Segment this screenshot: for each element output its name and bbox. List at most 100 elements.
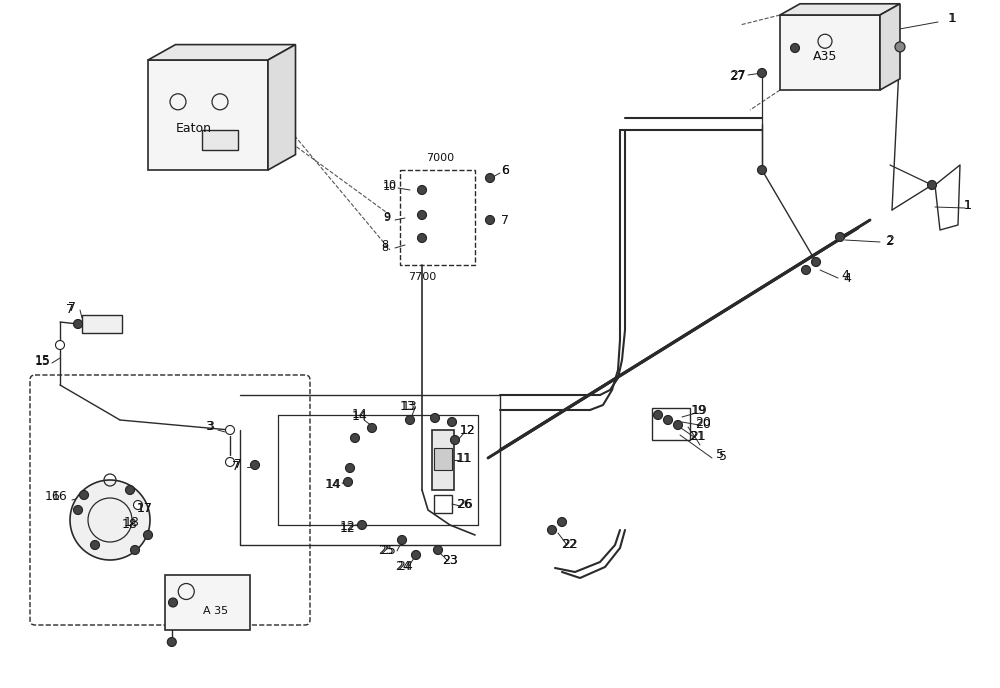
Circle shape bbox=[451, 436, 460, 444]
Circle shape bbox=[790, 43, 800, 52]
Text: 16: 16 bbox=[45, 491, 61, 504]
Text: 4: 4 bbox=[841, 268, 849, 281]
Circle shape bbox=[836, 233, 844, 241]
Text: 1: 1 bbox=[948, 12, 956, 25]
Bar bbox=[434, 495, 452, 513]
Text: 8: 8 bbox=[381, 243, 389, 253]
Text: 12: 12 bbox=[340, 522, 356, 535]
Text: 16: 16 bbox=[52, 491, 68, 504]
Text: 23: 23 bbox=[442, 554, 458, 566]
Bar bbox=[400, 170, 475, 265]
Polygon shape bbox=[268, 45, 296, 170]
Circle shape bbox=[558, 517, 566, 526]
Circle shape bbox=[226, 458, 235, 466]
Circle shape bbox=[928, 180, 936, 189]
Text: 7700: 7700 bbox=[408, 272, 436, 282]
Text: Eaton: Eaton bbox=[176, 122, 212, 135]
Text: 10: 10 bbox=[383, 182, 397, 192]
Text: 21: 21 bbox=[690, 429, 706, 442]
Circle shape bbox=[144, 530, 153, 539]
Text: 25: 25 bbox=[378, 544, 394, 557]
Text: 12: 12 bbox=[340, 521, 356, 533]
Circle shape bbox=[167, 638, 176, 647]
Text: 15: 15 bbox=[35, 354, 51, 367]
Text: 7: 7 bbox=[68, 301, 76, 314]
Text: 3: 3 bbox=[205, 420, 213, 433]
Bar bbox=[434, 448, 452, 470]
Circle shape bbox=[812, 257, 820, 266]
Text: 2: 2 bbox=[886, 233, 894, 246]
Text: 13: 13 bbox=[400, 400, 416, 413]
Bar bbox=[82, 315, 122, 333]
Circle shape bbox=[548, 526, 556, 535]
Circle shape bbox=[418, 233, 427, 242]
Text: 11: 11 bbox=[457, 451, 473, 464]
Circle shape bbox=[802, 266, 810, 275]
Text: 27: 27 bbox=[730, 69, 746, 81]
Text: 27: 27 bbox=[729, 69, 745, 83]
Text: 22: 22 bbox=[561, 539, 577, 552]
Text: 6: 6 bbox=[501, 164, 509, 177]
Circle shape bbox=[351, 433, 360, 442]
Text: 19: 19 bbox=[691, 405, 707, 418]
Text: 24: 24 bbox=[395, 559, 411, 572]
Polygon shape bbox=[780, 15, 880, 90]
Text: 7: 7 bbox=[232, 460, 240, 473]
Circle shape bbox=[251, 460, 260, 469]
Text: 7000: 7000 bbox=[426, 153, 454, 163]
Text: 14: 14 bbox=[326, 478, 342, 491]
Polygon shape bbox=[880, 4, 900, 90]
Bar bbox=[652, 408, 690, 440]
Text: 11: 11 bbox=[456, 451, 472, 464]
Polygon shape bbox=[148, 60, 268, 170]
Text: 7: 7 bbox=[501, 213, 509, 226]
Text: 26: 26 bbox=[456, 497, 472, 510]
Text: 14: 14 bbox=[325, 478, 341, 491]
Circle shape bbox=[486, 173, 495, 182]
Circle shape bbox=[674, 420, 682, 429]
Text: 9: 9 bbox=[383, 212, 391, 222]
Text: 26: 26 bbox=[457, 497, 473, 510]
Circle shape bbox=[134, 500, 143, 510]
Text: 1: 1 bbox=[949, 12, 957, 25]
Circle shape bbox=[344, 477, 353, 486]
Text: 18: 18 bbox=[122, 519, 138, 532]
Text: 17: 17 bbox=[137, 502, 153, 515]
Circle shape bbox=[131, 546, 140, 555]
Circle shape bbox=[91, 541, 100, 550]
Text: 18: 18 bbox=[124, 515, 140, 528]
Text: 8: 8 bbox=[381, 240, 389, 250]
Text: 10: 10 bbox=[383, 180, 397, 190]
Circle shape bbox=[434, 546, 443, 555]
Circle shape bbox=[74, 506, 83, 515]
Text: 5: 5 bbox=[719, 449, 727, 462]
Text: 3: 3 bbox=[206, 420, 214, 433]
Circle shape bbox=[758, 166, 767, 175]
Circle shape bbox=[74, 319, 83, 328]
Circle shape bbox=[418, 211, 427, 219]
Circle shape bbox=[448, 418, 457, 427]
Circle shape bbox=[758, 69, 767, 78]
Circle shape bbox=[406, 416, 415, 424]
Text: A35: A35 bbox=[813, 50, 837, 63]
Bar bbox=[432, 430, 454, 490]
Circle shape bbox=[70, 480, 150, 560]
Text: 14: 14 bbox=[352, 409, 368, 422]
Circle shape bbox=[431, 413, 440, 422]
Circle shape bbox=[358, 521, 367, 530]
Text: 9: 9 bbox=[383, 213, 391, 223]
Circle shape bbox=[80, 491, 89, 499]
Circle shape bbox=[169, 598, 178, 607]
Text: 25: 25 bbox=[380, 544, 396, 557]
Text: 1: 1 bbox=[964, 199, 972, 211]
Text: 14: 14 bbox=[352, 407, 368, 420]
Circle shape bbox=[412, 550, 421, 559]
Circle shape bbox=[56, 341, 65, 350]
Text: 5: 5 bbox=[716, 449, 724, 462]
Bar bbox=[165, 575, 250, 630]
Text: 7: 7 bbox=[66, 303, 74, 316]
Circle shape bbox=[486, 215, 495, 224]
Text: 21: 21 bbox=[689, 431, 705, 444]
Bar bbox=[202, 131, 238, 150]
Text: 1: 1 bbox=[964, 199, 972, 211]
